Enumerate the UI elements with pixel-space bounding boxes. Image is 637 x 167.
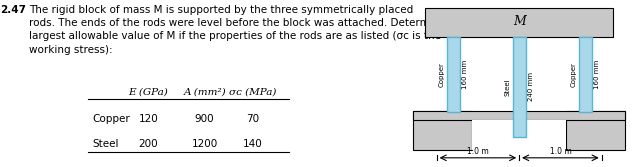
Bar	[513, 37, 526, 137]
Text: 2.47: 2.47	[0, 5, 26, 15]
Text: 1200: 1200	[192, 139, 218, 149]
Text: Steel: Steel	[92, 139, 119, 149]
Text: σᴄ (MPa): σᴄ (MPa)	[229, 88, 276, 97]
Text: Copper: Copper	[438, 62, 445, 87]
Text: 70: 70	[247, 114, 259, 124]
Text: 140: 140	[243, 139, 262, 149]
Text: 1.0 m: 1.0 m	[467, 147, 489, 156]
Text: Steel: Steel	[505, 78, 510, 96]
Text: 160 mm: 160 mm	[462, 60, 468, 89]
Text: Copper: Copper	[92, 114, 130, 124]
Text: Copper: Copper	[571, 62, 576, 87]
Text: M: M	[513, 15, 526, 28]
Text: 1.0 m: 1.0 m	[550, 147, 571, 156]
Text: 160 mm: 160 mm	[594, 60, 600, 89]
Bar	[566, 111, 626, 150]
Text: The rigid block of mass M is supported by the three symmetrically placed
rods. T: The rigid block of mass M is supported b…	[29, 5, 466, 55]
Text: 120: 120	[139, 114, 159, 124]
Bar	[447, 37, 460, 112]
Bar	[472, 120, 566, 150]
Bar	[413, 111, 472, 150]
Bar	[413, 111, 626, 120]
Text: 240 mm: 240 mm	[528, 72, 534, 101]
Text: 900: 900	[195, 114, 215, 124]
Bar	[425, 8, 613, 37]
Text: 200: 200	[139, 139, 159, 149]
Text: A (mm²): A (mm²)	[183, 88, 226, 97]
Text: E (GPa): E (GPa)	[129, 88, 168, 97]
Bar	[578, 37, 592, 112]
